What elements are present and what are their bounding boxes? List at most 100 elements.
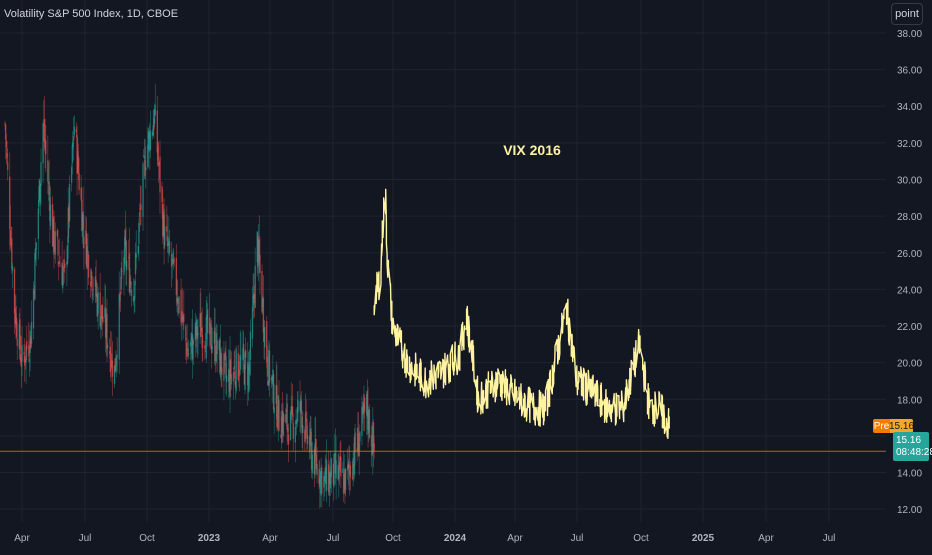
candle-body <box>111 360 114 377</box>
candle-body <box>251 306 254 339</box>
candle-body <box>318 468 320 484</box>
x-tick-label: 2025 <box>692 533 715 544</box>
candle-body <box>237 352 239 380</box>
x-tick-label: Apr <box>758 533 774 544</box>
candle-body <box>89 281 92 287</box>
candle-body <box>116 355 118 357</box>
candle-body <box>358 442 360 456</box>
candle-body <box>221 367 223 376</box>
candle-body <box>19 319 21 351</box>
candle-body <box>297 400 299 413</box>
y-tick-label: 14.00 <box>897 469 922 480</box>
candle-body <box>4 123 6 125</box>
symbol-title: Volatility S&P 500 Index, 1D, CBOE <box>4 8 179 20</box>
candle-body <box>156 110 158 153</box>
candle-body <box>252 295 254 306</box>
candle-body <box>39 183 42 203</box>
candle-body <box>123 237 126 265</box>
candle-body <box>164 226 166 246</box>
candle-body <box>239 355 241 370</box>
candle-body <box>319 471 322 494</box>
candle-body <box>372 422 375 448</box>
candle-body <box>115 356 118 367</box>
candle-body <box>157 162 160 167</box>
candle-body <box>129 277 131 293</box>
candle-body <box>56 230 59 237</box>
candle-body <box>368 409 371 438</box>
candle-body <box>159 156 161 193</box>
candle-body <box>191 333 194 360</box>
candle-body <box>123 257 125 275</box>
candle-body <box>147 131 150 150</box>
candle-body <box>192 340 195 345</box>
candle-body <box>266 356 269 377</box>
candle-body <box>172 252 174 265</box>
overlay-annotation-label: VIX 2016 <box>503 142 561 158</box>
candle-body <box>273 407 275 413</box>
candle-body <box>168 241 171 253</box>
candle-body <box>102 316 104 323</box>
candle-body <box>202 340 204 342</box>
candle-body <box>361 406 363 436</box>
candle-body <box>204 345 206 349</box>
candle-body <box>63 259 65 263</box>
candle-body <box>87 254 90 278</box>
y-tick-label: 32.00 <box>897 139 922 150</box>
candle-body <box>109 346 112 373</box>
candle-body <box>25 346 27 363</box>
candle-body <box>86 246 88 270</box>
candle-body <box>233 366 235 369</box>
candle-body <box>285 414 287 423</box>
premarket-label: Pre <box>873 419 890 433</box>
bar-countdown: 08:48:28 <box>896 446 932 458</box>
candle-body <box>62 271 64 289</box>
x-tick-label: Apr <box>14 533 30 544</box>
candle-body <box>283 414 285 422</box>
candle-body <box>140 204 142 210</box>
candle-body <box>106 313 108 350</box>
candle-body <box>340 456 342 477</box>
candle-body <box>16 338 18 346</box>
candle-body <box>7 162 9 170</box>
candle-body <box>197 332 199 335</box>
candle-body <box>311 454 314 474</box>
candle-body <box>323 475 326 482</box>
x-tick-label: Oct <box>385 533 401 544</box>
candle-body <box>349 465 352 478</box>
candle-body <box>71 144 74 164</box>
y-tick-label: 12.00 <box>897 505 922 516</box>
candle-body <box>154 104 156 116</box>
y-tick-label: 20.00 <box>897 359 922 370</box>
candle-body <box>124 230 127 245</box>
candle-body <box>268 350 271 383</box>
candle-body <box>34 248 37 260</box>
candle-body <box>335 460 337 479</box>
candle-body <box>276 423 279 429</box>
candle-body <box>272 374 275 410</box>
candle-body <box>302 425 304 433</box>
candle-body <box>4 124 7 140</box>
scale-mode-button[interactable]: point <box>891 3 923 25</box>
candle-body <box>78 172 80 190</box>
candle-body <box>373 443 375 452</box>
y-tick-label: 34.00 <box>897 102 922 113</box>
candle-body <box>83 236 85 248</box>
candle-body <box>210 345 213 354</box>
candle-body <box>289 412 292 441</box>
candle-body <box>344 468 347 490</box>
candle-body <box>111 353 113 368</box>
candle-body <box>230 374 233 385</box>
candle-body <box>115 365 117 371</box>
candle-body <box>305 411 307 414</box>
candle-body <box>254 265 256 308</box>
candle-body <box>152 125 154 136</box>
candle-body <box>264 327 266 348</box>
x-tick-label: Jul <box>327 533 340 544</box>
x-tick-label: Apr <box>262 533 278 544</box>
candle-body <box>143 155 146 159</box>
candle-body <box>296 407 299 422</box>
candle-body <box>180 289 182 323</box>
candle-body <box>330 458 333 478</box>
